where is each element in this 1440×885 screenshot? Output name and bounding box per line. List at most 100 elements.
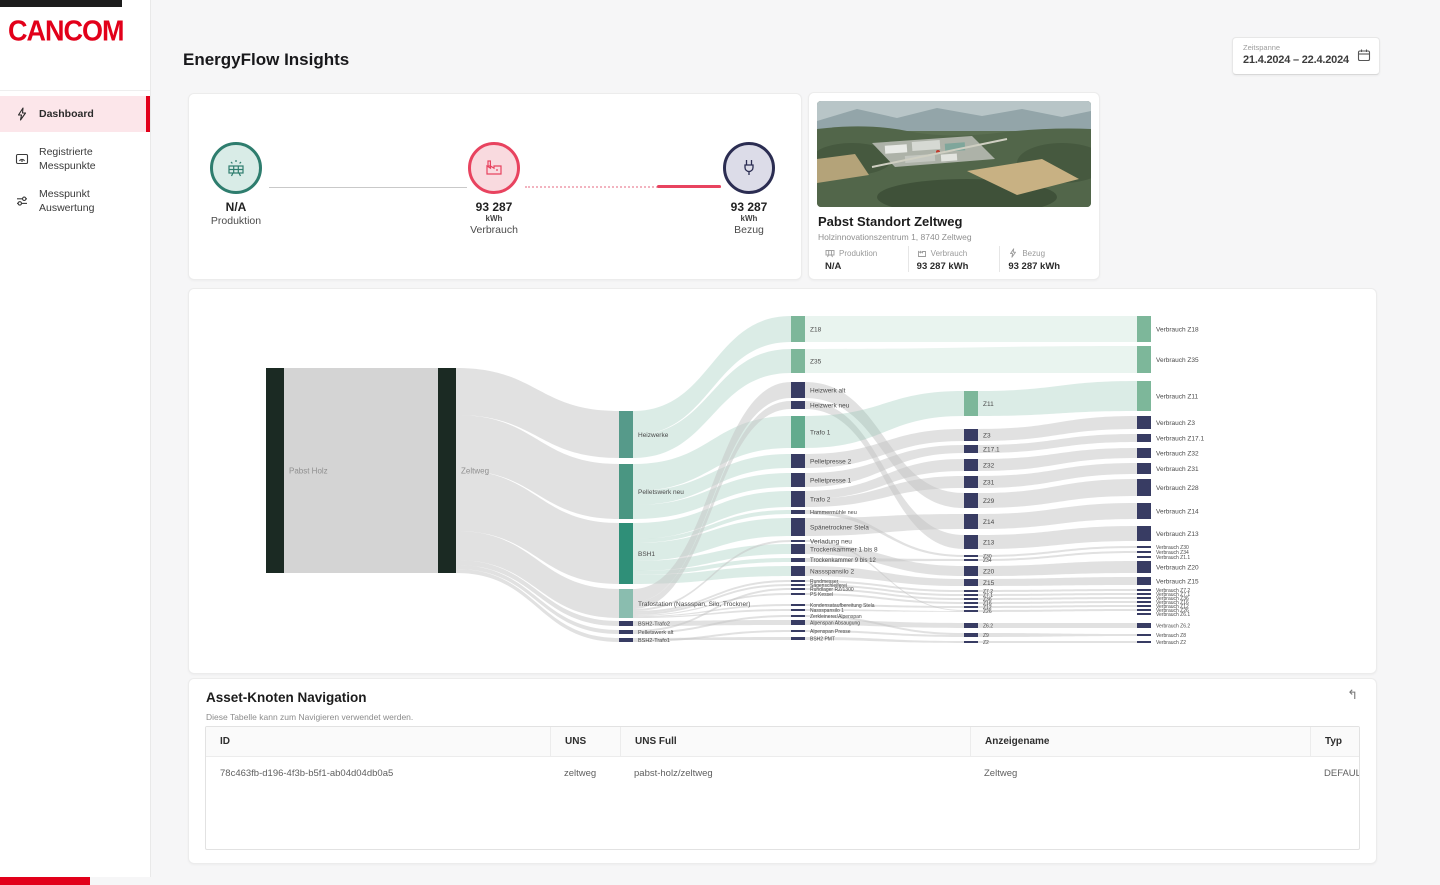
sankey-node-z30[interactable] bbox=[964, 555, 978, 557]
sidebar-item-registrierte-messpunkte[interactable]: Registrierte Messpunkte bbox=[0, 140, 150, 178]
sankey-node-verladung-neu[interactable] bbox=[791, 540, 805, 542]
sankey-node-v-z11[interactable] bbox=[1137, 381, 1151, 411]
sankey-node-z11[interactable] bbox=[964, 391, 978, 416]
sankey-node-z14[interactable] bbox=[964, 514, 978, 529]
sankey-node-v-z20[interactable] bbox=[1137, 561, 1151, 573]
sankey-node-pelletswerk-alt[interactable] bbox=[619, 630, 633, 634]
sankey-node-z7-1[interactable] bbox=[964, 594, 978, 596]
sankey-node-z2[interactable] bbox=[964, 641, 978, 643]
sankey-node-bsh2-pmt[interactable] bbox=[791, 637, 805, 640]
sankey-node-z6-2[interactable] bbox=[964, 623, 978, 628]
sankey-node-z35[interactable] bbox=[791, 349, 805, 373]
sankey-node-v-z15[interactable] bbox=[1137, 577, 1151, 585]
sankey-node-v-z18[interactable] bbox=[1137, 316, 1151, 342]
sankey-node-z17-1[interactable] bbox=[964, 445, 978, 453]
sankey-node-z32[interactable] bbox=[964, 459, 978, 471]
sankey-node-v-z34[interactable] bbox=[1137, 551, 1151, 553]
sankey-node-rundlager-rz[interactable] bbox=[791, 588, 805, 590]
sankey-node-kondensat[interactable] bbox=[791, 604, 805, 606]
sankey-node-trockenkammer-1-8[interactable] bbox=[791, 544, 805, 554]
sankey-node-nassspansilo-2[interactable] bbox=[791, 566, 805, 576]
flow-connector-verbrauch-bezug bbox=[525, 186, 721, 188]
sankey-node-z20[interactable] bbox=[964, 566, 978, 576]
sankey-node-v-z7-2[interactable] bbox=[1137, 589, 1151, 591]
sankey-node-v-z1-1[interactable] bbox=[1137, 556, 1151, 558]
sankey-node-v-z8[interactable] bbox=[1137, 634, 1151, 636]
sankey-node-z13[interactable] bbox=[964, 535, 978, 549]
sankey-node-v-z12[interactable] bbox=[1137, 605, 1151, 607]
sankey-node-trafostation[interactable] bbox=[619, 589, 633, 618]
sankey-node-v-z13[interactable] bbox=[1137, 526, 1151, 541]
date-range-picker[interactable]: Zeitspanne 21.4.2024 – 22.4.2024 bbox=[1232, 37, 1380, 75]
sankey-node-bsh1[interactable] bbox=[619, 523, 633, 584]
sankey-link-z32-v-z32 bbox=[978, 448, 1137, 471]
sankey-node-v-z30[interactable] bbox=[1137, 546, 1151, 548]
sidebar-item-messpunkt-auswertung[interactable]: Messpunkt Auswertung bbox=[0, 182, 150, 220]
sankey-node-trockenkammer-9-12[interactable] bbox=[791, 558, 805, 562]
sankey-node-nassspansilo-1[interactable] bbox=[791, 609, 805, 611]
sankey-node-pabst-holz[interactable] bbox=[266, 368, 284, 573]
sankey-node-v-z14[interactable] bbox=[1137, 503, 1151, 519]
sankey-node-heizwerke[interactable] bbox=[619, 411, 633, 458]
calendar-icon[interactable] bbox=[1357, 48, 1371, 62]
sankey-node-spaenetrockner-stela[interactable] bbox=[791, 518, 805, 536]
sankey-node-v-z35[interactable] bbox=[1137, 346, 1151, 373]
sankey-node-v-z6-2[interactable] bbox=[1137, 623, 1151, 628]
sankey-node-v-z3[interactable] bbox=[1137, 416, 1151, 429]
sankey-node-pelletpresse-1[interactable] bbox=[791, 473, 805, 487]
sankey-node-z12[interactable] bbox=[964, 606, 978, 608]
sankey-node-v-z26[interactable] bbox=[1137, 609, 1151, 611]
sankey-node-v-z28[interactable] bbox=[1137, 479, 1151, 496]
sankey-node-heizwerk-neu[interactable] bbox=[791, 401, 805, 409]
sankey-node-v-z36[interactable] bbox=[1137, 597, 1151, 599]
sankey-node-v-z16[interactable] bbox=[1137, 601, 1151, 603]
sankey-node-alpenspan-presse[interactable] bbox=[791, 630, 805, 632]
sankey-node-zeltweg[interactable] bbox=[438, 368, 456, 573]
sankey-node-v-z7-1[interactable] bbox=[1137, 593, 1151, 595]
table-row[interactable]: 78c463fb-d196-4f3b-b5f1-ab04d04db0a5 zelt… bbox=[206, 756, 1359, 789]
sankey-node-pelletpresse-2[interactable] bbox=[791, 454, 805, 468]
sankey-node-z18[interactable] bbox=[791, 316, 805, 342]
sankey-node-v-z17-1[interactable] bbox=[1137, 434, 1151, 442]
sankey-node-z36[interactable] bbox=[964, 598, 978, 600]
sankey-link-bsh1-trockenkammer-1-8 bbox=[633, 544, 791, 571]
undo-icon[interactable]: ↰ bbox=[1347, 687, 1358, 702]
sankey-node-zerkleinerer[interactable] bbox=[791, 615, 805, 617]
page-title: EnergyFlow Insights bbox=[183, 50, 350, 69]
sankey-node-v-z6-1[interactable] bbox=[1137, 613, 1151, 615]
sankey-node-z31[interactable] bbox=[964, 476, 978, 488]
sankey-node-v-z32[interactable] bbox=[1137, 448, 1151, 458]
sankey-node-hammermuehle-neu[interactable] bbox=[791, 510, 805, 514]
column-header-uns: UNS bbox=[550, 727, 620, 756]
sankey-node-bsh2-trafo1[interactable] bbox=[619, 638, 633, 642]
sankey-label-nassspansilo-1: Nassspansilo 1 bbox=[810, 608, 844, 614]
sankey-node-v-z31[interactable] bbox=[1137, 463, 1151, 474]
site-name: Pabst Standort Zeltweg bbox=[818, 214, 963, 229]
sankey-node-rundmesser[interactable] bbox=[791, 580, 805, 582]
sidebar-item-dashboard[interactable]: Dashboard bbox=[0, 96, 150, 132]
sankey-node-saegenschleiferei[interactable] bbox=[791, 584, 805, 586]
sankey-link-z20-v-z20 bbox=[978, 561, 1137, 576]
sankey-link-zeltweg-pelletswerk-neu bbox=[456, 415, 619, 519]
sankey-node-trafo-2[interactable] bbox=[791, 491, 805, 507]
bezug-label: Bezug bbox=[734, 224, 764, 236]
sankey-node-z26[interactable] bbox=[964, 610, 978, 612]
sankey-node-z15[interactable] bbox=[964, 579, 978, 586]
sankey-node-trafo-1[interactable] bbox=[791, 416, 805, 448]
sankey-label-pelletswerk-alt: Pelletswerk alt bbox=[638, 630, 674, 636]
sankey-node-heizwerk-alt[interactable] bbox=[791, 382, 805, 398]
sankey-node-pelletswerk-neu[interactable] bbox=[619, 464, 633, 519]
sankey-node-z9[interactable] bbox=[964, 633, 978, 637]
sankey-node-z16[interactable] bbox=[964, 602, 978, 604]
sankey-node-z34[interactable] bbox=[964, 559, 978, 561]
sankey-label-v-z31: Verbrauch Z31 bbox=[1156, 466, 1199, 473]
sankey-node-z29[interactable] bbox=[964, 493, 978, 508]
sankey-node-z3[interactable] bbox=[964, 429, 978, 441]
sankey-label-trockenkammer-9-12: Trockenkammer 9 bis 12 bbox=[810, 558, 876, 564]
sankey-node-bsh2-trafo2[interactable] bbox=[619, 621, 633, 626]
sankey-node-v-z2[interactable] bbox=[1137, 641, 1151, 643]
sankey-node-z7-2[interactable] bbox=[964, 590, 978, 592]
sankey-node-alpenspan-absaugung[interactable] bbox=[791, 620, 805, 625]
sankey-node-ps-kessel[interactable] bbox=[791, 593, 805, 595]
sankey-link-trafo-2-z31 bbox=[805, 476, 964, 507]
